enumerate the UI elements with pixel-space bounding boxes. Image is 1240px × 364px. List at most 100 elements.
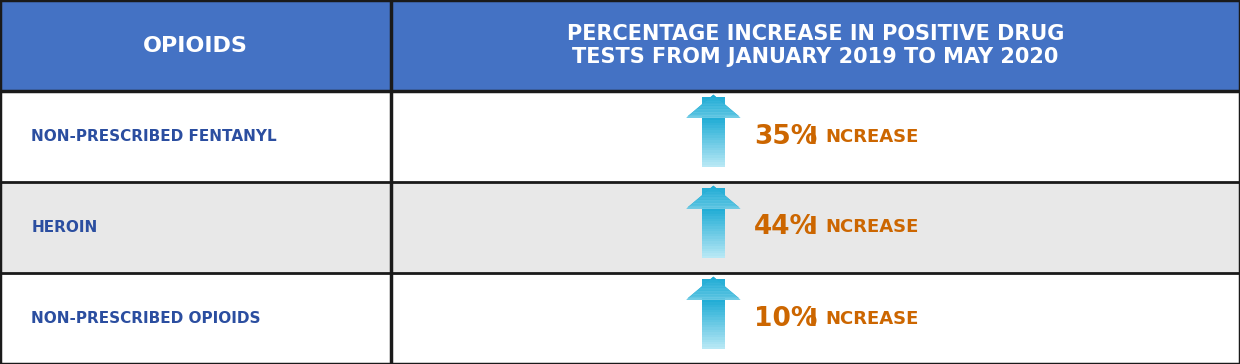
Bar [702, 163, 724, 165]
Bar [702, 128, 724, 131]
Bar [702, 335, 724, 337]
Polygon shape [689, 295, 737, 297]
Polygon shape [687, 186, 739, 207]
Polygon shape [696, 108, 732, 110]
Bar [702, 236, 724, 239]
Polygon shape [688, 206, 739, 207]
Bar [702, 332, 724, 335]
Bar [702, 294, 724, 296]
Bar [702, 332, 724, 335]
Bar [702, 229, 724, 231]
Text: NON-PRESCRIBED FENTANYL: NON-PRESCRIBED FENTANYL [31, 129, 277, 144]
Polygon shape [699, 197, 728, 198]
Polygon shape [712, 95, 715, 96]
Bar [702, 109, 724, 112]
Bar [702, 212, 724, 215]
Bar [0, 182, 391, 273]
Bar [702, 114, 724, 116]
Bar [702, 330, 724, 332]
Bar [702, 239, 724, 241]
Polygon shape [704, 192, 723, 193]
Bar [702, 303, 724, 306]
Bar [702, 313, 724, 316]
Bar [702, 125, 724, 128]
Polygon shape [701, 195, 727, 197]
Bar [702, 337, 724, 340]
Bar [702, 296, 724, 298]
Bar [702, 256, 724, 258]
Bar [702, 249, 724, 251]
Bar [702, 244, 724, 246]
Text: NCREASE: NCREASE [825, 127, 919, 146]
Bar [702, 150, 724, 153]
Bar [702, 130, 724, 133]
Bar [702, 219, 724, 221]
Text: I: I [808, 215, 817, 240]
Polygon shape [692, 203, 735, 204]
Bar [702, 347, 724, 349]
Bar [702, 249, 724, 251]
Bar [702, 143, 724, 146]
Bar [702, 325, 724, 327]
Polygon shape [687, 277, 739, 298]
Bar [702, 138, 724, 140]
Bar [702, 155, 724, 158]
Polygon shape [692, 112, 735, 113]
Bar [702, 227, 724, 229]
Bar [0, 91, 391, 182]
Bar [702, 241, 724, 244]
Bar [702, 342, 724, 345]
Bar [702, 306, 724, 308]
Text: I: I [808, 306, 817, 331]
Bar [702, 316, 724, 318]
Bar [702, 136, 724, 138]
Polygon shape [688, 297, 739, 298]
Polygon shape [704, 101, 723, 102]
Bar [702, 158, 724, 160]
Polygon shape [693, 201, 733, 203]
Bar [702, 317, 724, 320]
Bar [702, 221, 724, 224]
Text: PERCENTAGE INCREASE IN POSITIVE DRUG
TESTS FROM JANUARY 2019 TO MAY 2020: PERCENTAGE INCREASE IN POSITIVE DRUG TES… [567, 24, 1064, 67]
Text: HEROIN: HEROIN [31, 220, 98, 235]
Bar [702, 310, 724, 312]
Bar [702, 214, 724, 216]
Bar [702, 342, 724, 344]
Bar [702, 128, 724, 130]
Polygon shape [702, 284, 724, 286]
Bar [702, 195, 724, 198]
Bar [702, 119, 724, 121]
Text: NCREASE: NCREASE [825, 309, 919, 328]
Bar [702, 241, 724, 244]
Bar [702, 251, 724, 253]
Bar [702, 302, 724, 305]
Bar [702, 347, 724, 349]
Bar [702, 234, 724, 237]
Bar [702, 320, 724, 322]
Bar [702, 254, 724, 256]
Polygon shape [701, 286, 727, 288]
Polygon shape [688, 115, 739, 116]
Bar [702, 160, 724, 162]
Bar [702, 251, 724, 254]
Bar [702, 141, 724, 143]
Bar [702, 284, 724, 286]
Bar [702, 102, 724, 104]
Bar [702, 315, 724, 317]
Bar [702, 190, 724, 193]
Bar [702, 200, 724, 203]
Bar [702, 134, 724, 136]
Bar [702, 162, 724, 165]
Bar [702, 124, 724, 126]
Polygon shape [697, 289, 729, 290]
Text: OPIOIDS: OPIOIDS [143, 36, 248, 55]
Polygon shape [701, 104, 727, 106]
Bar [702, 188, 724, 190]
Bar [702, 239, 724, 241]
Bar [702, 216, 724, 219]
Bar [702, 323, 724, 325]
Bar [702, 337, 724, 340]
Bar [702, 138, 724, 141]
Bar [702, 224, 724, 226]
Polygon shape [708, 98, 719, 99]
